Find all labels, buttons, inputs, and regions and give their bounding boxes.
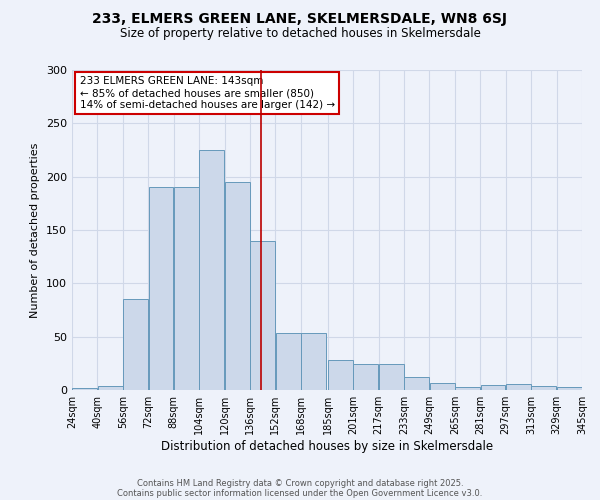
Bar — [250, 240, 275, 390]
Bar — [98, 386, 122, 390]
Bar — [225, 182, 250, 390]
Bar — [404, 377, 429, 390]
Bar — [379, 364, 404, 390]
Bar — [506, 384, 531, 390]
Bar — [328, 360, 353, 390]
Bar — [481, 384, 505, 390]
Text: 233 ELMERS GREEN LANE: 143sqm
← 85% of detached houses are smaller (850)
14% of : 233 ELMERS GREEN LANE: 143sqm ← 85% of d… — [80, 76, 335, 110]
Text: Contains HM Land Registry data © Crown copyright and database right 2025.: Contains HM Land Registry data © Crown c… — [137, 478, 463, 488]
X-axis label: Distribution of detached houses by size in Skelmersdale: Distribution of detached houses by size … — [161, 440, 493, 453]
Text: 233, ELMERS GREEN LANE, SKELMERSDALE, WN8 6SJ: 233, ELMERS GREEN LANE, SKELMERSDALE, WN… — [92, 12, 508, 26]
Bar — [174, 188, 199, 390]
Bar — [72, 388, 97, 390]
Text: Size of property relative to detached houses in Skelmersdale: Size of property relative to detached ho… — [119, 28, 481, 40]
Bar — [557, 387, 582, 390]
Bar — [123, 300, 148, 390]
Bar — [455, 387, 480, 390]
Bar — [199, 150, 224, 390]
Bar — [532, 386, 556, 390]
Y-axis label: Number of detached properties: Number of detached properties — [31, 142, 40, 318]
Bar — [301, 334, 326, 390]
Bar — [275, 334, 301, 390]
Bar — [353, 364, 379, 390]
Bar — [149, 188, 173, 390]
Bar — [430, 382, 455, 390]
Text: Contains public sector information licensed under the Open Government Licence v3: Contains public sector information licen… — [118, 488, 482, 498]
